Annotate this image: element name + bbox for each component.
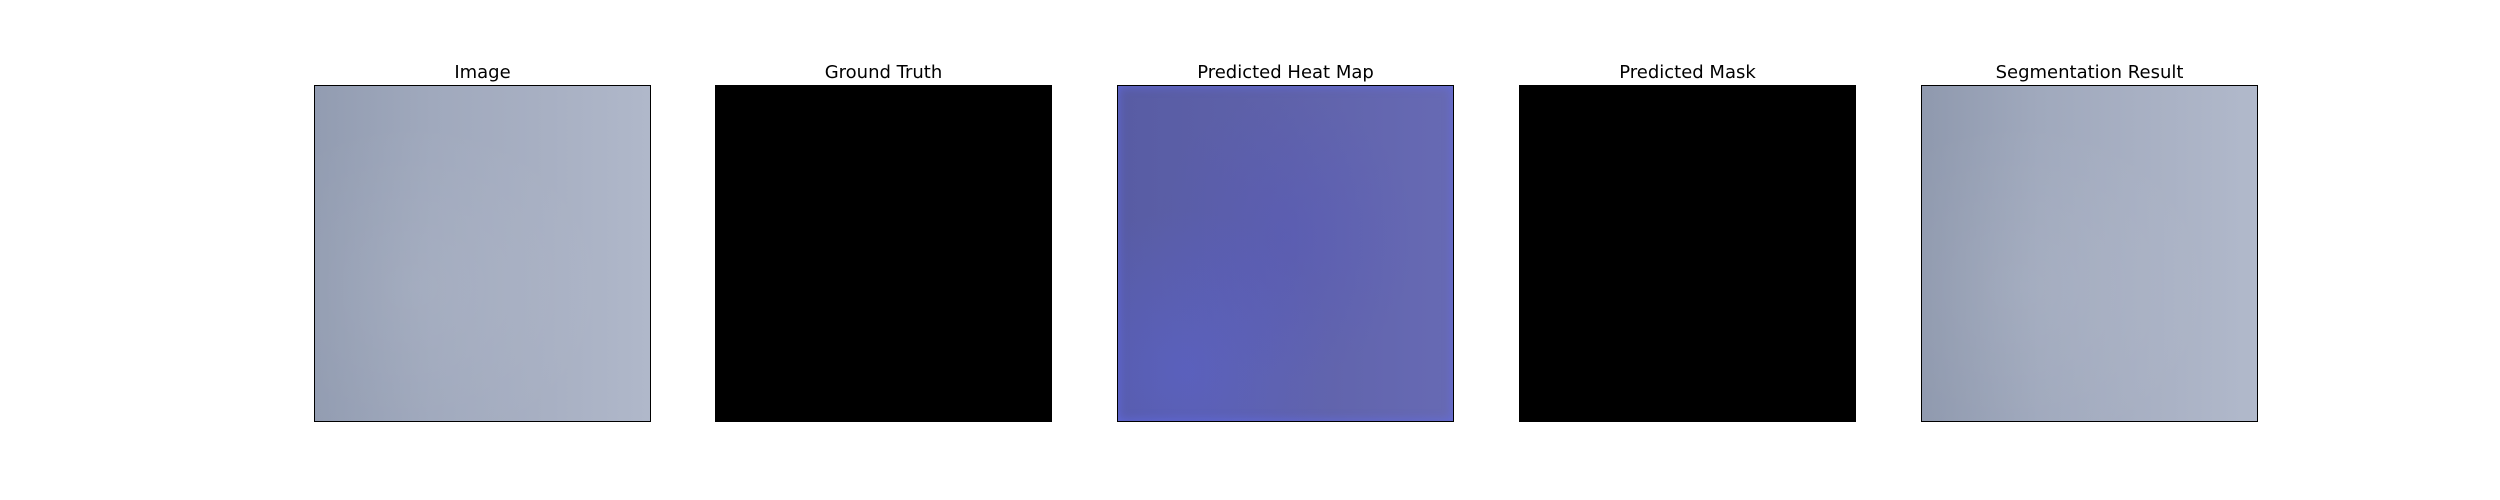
predicted-mask: [1520, 86, 1855, 421]
ground-truth-mask: [716, 86, 1051, 421]
panel-title-predicted-heat-map: Predicted Heat Map: [1197, 62, 1374, 83]
panel-predicted-mask: Predicted Mask: [1519, 61, 1856, 422]
panel-predicted-heat-map: Predicted Heat Map: [1117, 61, 1454, 422]
segmentation-result: [1922, 86, 2257, 421]
panel-image: Image: [314, 61, 651, 422]
segmentation-frame: [1921, 85, 2258, 422]
panel-title-predicted-mask: Predicted Mask: [1619, 62, 1756, 83]
predicted-mask-frame: [1519, 85, 1856, 422]
panel-segmentation-result: Segmentation Result: [1921, 61, 2258, 422]
panel-ground-truth: Ground Truth: [715, 61, 1052, 422]
panel-title-image: Image: [454, 62, 511, 83]
input-image: [315, 86, 650, 421]
image-frame: [314, 85, 651, 422]
panel-title-ground-truth: Ground Truth: [824, 62, 943, 83]
ground-truth-frame: [715, 85, 1052, 422]
heat-map-frame: [1117, 85, 1454, 422]
panel-title-segmentation-result: Segmentation Result: [1995, 62, 2184, 83]
predicted-heat-map: [1118, 86, 1453, 421]
